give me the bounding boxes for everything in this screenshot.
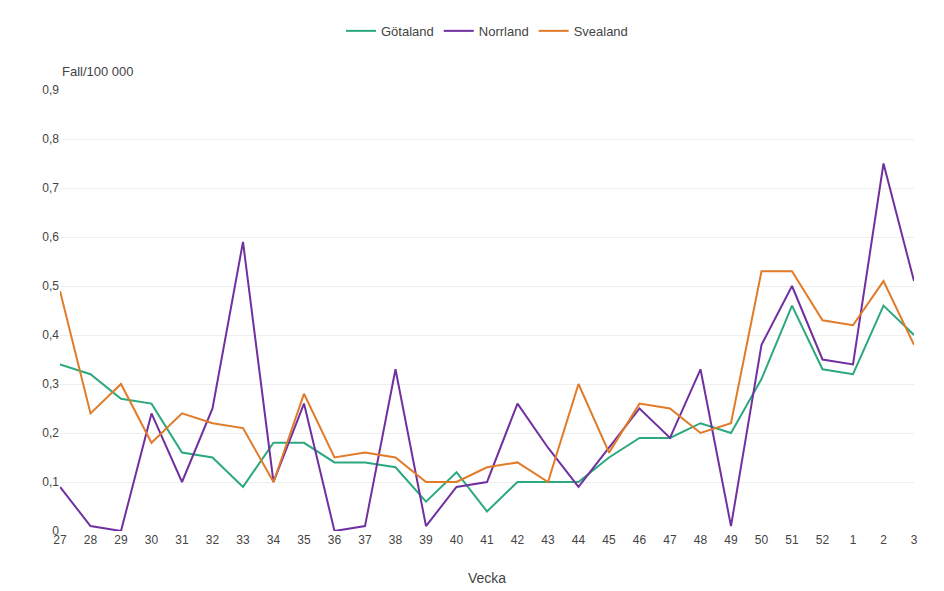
svg-text:38: 38 bbox=[389, 533, 403, 547]
svg-text:48: 48 bbox=[694, 533, 708, 547]
svg-text:Götaland: Götaland bbox=[381, 24, 434, 39]
svg-text:36: 36 bbox=[328, 533, 342, 547]
svg-text:31: 31 bbox=[175, 533, 189, 547]
svg-text:0,1: 0,1 bbox=[42, 475, 59, 489]
svg-text:0,8: 0,8 bbox=[42, 132, 59, 146]
svg-text:50: 50 bbox=[755, 533, 769, 547]
svg-text:33: 33 bbox=[236, 533, 250, 547]
svg-text:49: 49 bbox=[724, 533, 738, 547]
svg-text:51: 51 bbox=[785, 533, 799, 547]
svg-text:44: 44 bbox=[572, 533, 586, 547]
svg-text:34: 34 bbox=[267, 533, 281, 547]
svg-text:35: 35 bbox=[297, 533, 311, 547]
svg-text:45: 45 bbox=[602, 533, 616, 547]
svg-text:0,3: 0,3 bbox=[42, 377, 59, 391]
svg-text:3: 3 bbox=[911, 533, 918, 547]
svg-text:32: 32 bbox=[206, 533, 220, 547]
svg-text:Fall/100 000: Fall/100 000 bbox=[62, 64, 134, 79]
svg-text:30: 30 bbox=[145, 533, 159, 547]
svg-text:0,6: 0,6 bbox=[42, 230, 59, 244]
svg-text:37: 37 bbox=[358, 533, 372, 547]
svg-text:46: 46 bbox=[633, 533, 647, 547]
svg-text:39: 39 bbox=[419, 533, 433, 547]
svg-text:40: 40 bbox=[450, 533, 464, 547]
svg-text:29: 29 bbox=[114, 533, 128, 547]
svg-text:Norrland: Norrland bbox=[479, 24, 529, 39]
svg-text:0,2: 0,2 bbox=[42, 426, 59, 440]
svg-text:42: 42 bbox=[511, 533, 525, 547]
svg-text:43: 43 bbox=[541, 533, 555, 547]
svg-text:0,7: 0,7 bbox=[42, 181, 59, 195]
svg-text:41: 41 bbox=[480, 533, 494, 547]
svg-text:0,9: 0,9 bbox=[42, 83, 59, 97]
svg-text:0,4: 0,4 bbox=[42, 328, 59, 342]
svg-text:2: 2 bbox=[880, 533, 887, 547]
svg-text:0,5: 0,5 bbox=[42, 279, 59, 293]
svg-text:1: 1 bbox=[850, 533, 857, 547]
svg-text:0: 0 bbox=[52, 524, 59, 538]
svg-text:27: 27 bbox=[53, 533, 67, 547]
svg-text:Vecka: Vecka bbox=[468, 570, 506, 586]
svg-text:Svealand: Svealand bbox=[574, 24, 628, 39]
svg-text:28: 28 bbox=[84, 533, 98, 547]
svg-text:52: 52 bbox=[816, 533, 830, 547]
svg-text:47: 47 bbox=[663, 533, 677, 547]
